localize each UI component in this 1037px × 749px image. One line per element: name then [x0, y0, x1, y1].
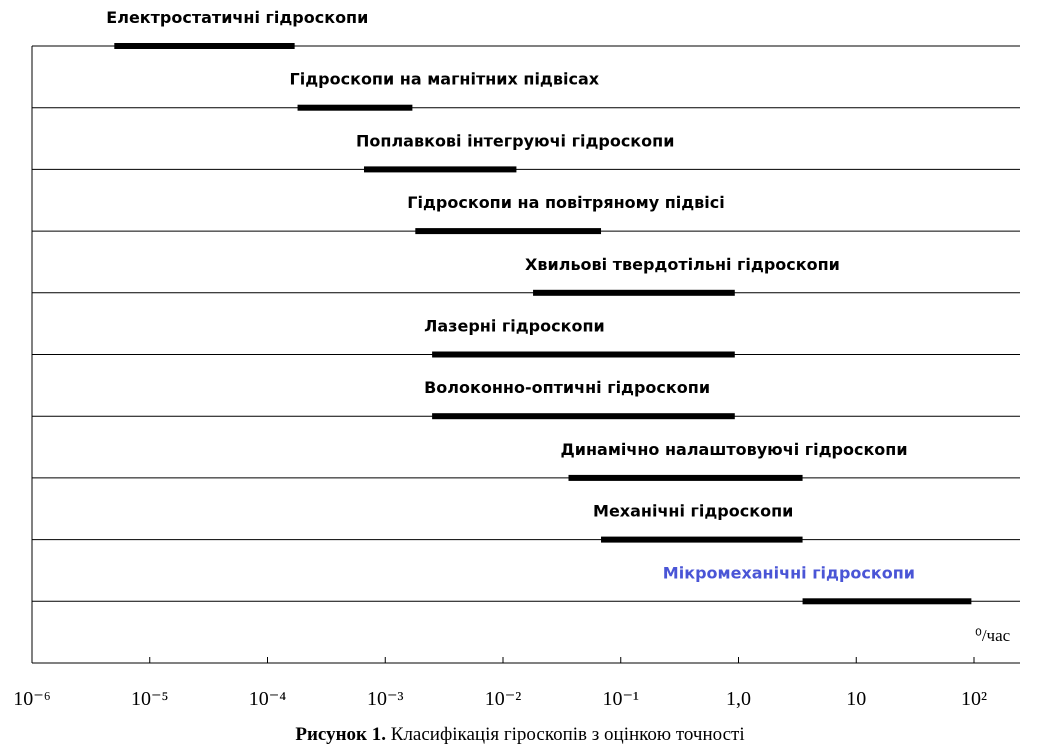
series-label: Волоконно-оптичні гідроскопи [424, 378, 710, 397]
caption-text: Класифікація гіроскопів з оцінкою точнос… [391, 724, 745, 745]
x-tick-label: 1,0 [726, 688, 751, 710]
range-bar [432, 413, 735, 420]
x-tick-label: 10 [846, 688, 866, 710]
range-bar [432, 351, 735, 358]
series-label: Хвильові твердотільні гідроскопи [525, 255, 840, 274]
caption: Рисунок 1. Класифікація гіроскопів з оці… [295, 724, 744, 745]
series-label: Гідроскопи на магнітних підвісах [290, 70, 600, 89]
range-bar [114, 43, 295, 49]
range-bar [601, 536, 803, 543]
x-tick-label: 10⁻¹ [602, 688, 639, 710]
x-tick-label: 10⁻⁶ [13, 688, 51, 710]
series-label: Мікромеханічні гідроскопи [663, 563, 915, 582]
series-label: Поплавкові інтегруючі гідроскопи [356, 131, 674, 150]
range-bar [364, 166, 517, 173]
x-tick-label: 10² [961, 688, 987, 710]
series-label: Динамічно налаштовуючі гідроскопи [561, 440, 908, 459]
series-label: Гідроскопи на повітряному підвісі [407, 193, 724, 212]
range-bar [415, 228, 602, 235]
range-bar [297, 104, 413, 111]
x-tick-label: 10⁻³ [367, 688, 404, 710]
caption-label: Рисунок 1. [295, 724, 386, 745]
range-bar [533, 289, 735, 296]
x-tick-label: 10⁻⁴ [249, 688, 287, 710]
x-tick-label: 10⁻⁵ [131, 688, 169, 710]
series-label: Лазерні гідроскопи [424, 317, 605, 336]
series-label: Механічні гідроскопи [593, 502, 793, 521]
range-bar [802, 598, 972, 605]
x-tick-label: 10⁻² [485, 688, 522, 710]
series-label: Електростатичні гідроскопи [106, 8, 368, 27]
range-bar [568, 474, 803, 481]
x-axis-label: ⁰/час [975, 626, 1011, 645]
